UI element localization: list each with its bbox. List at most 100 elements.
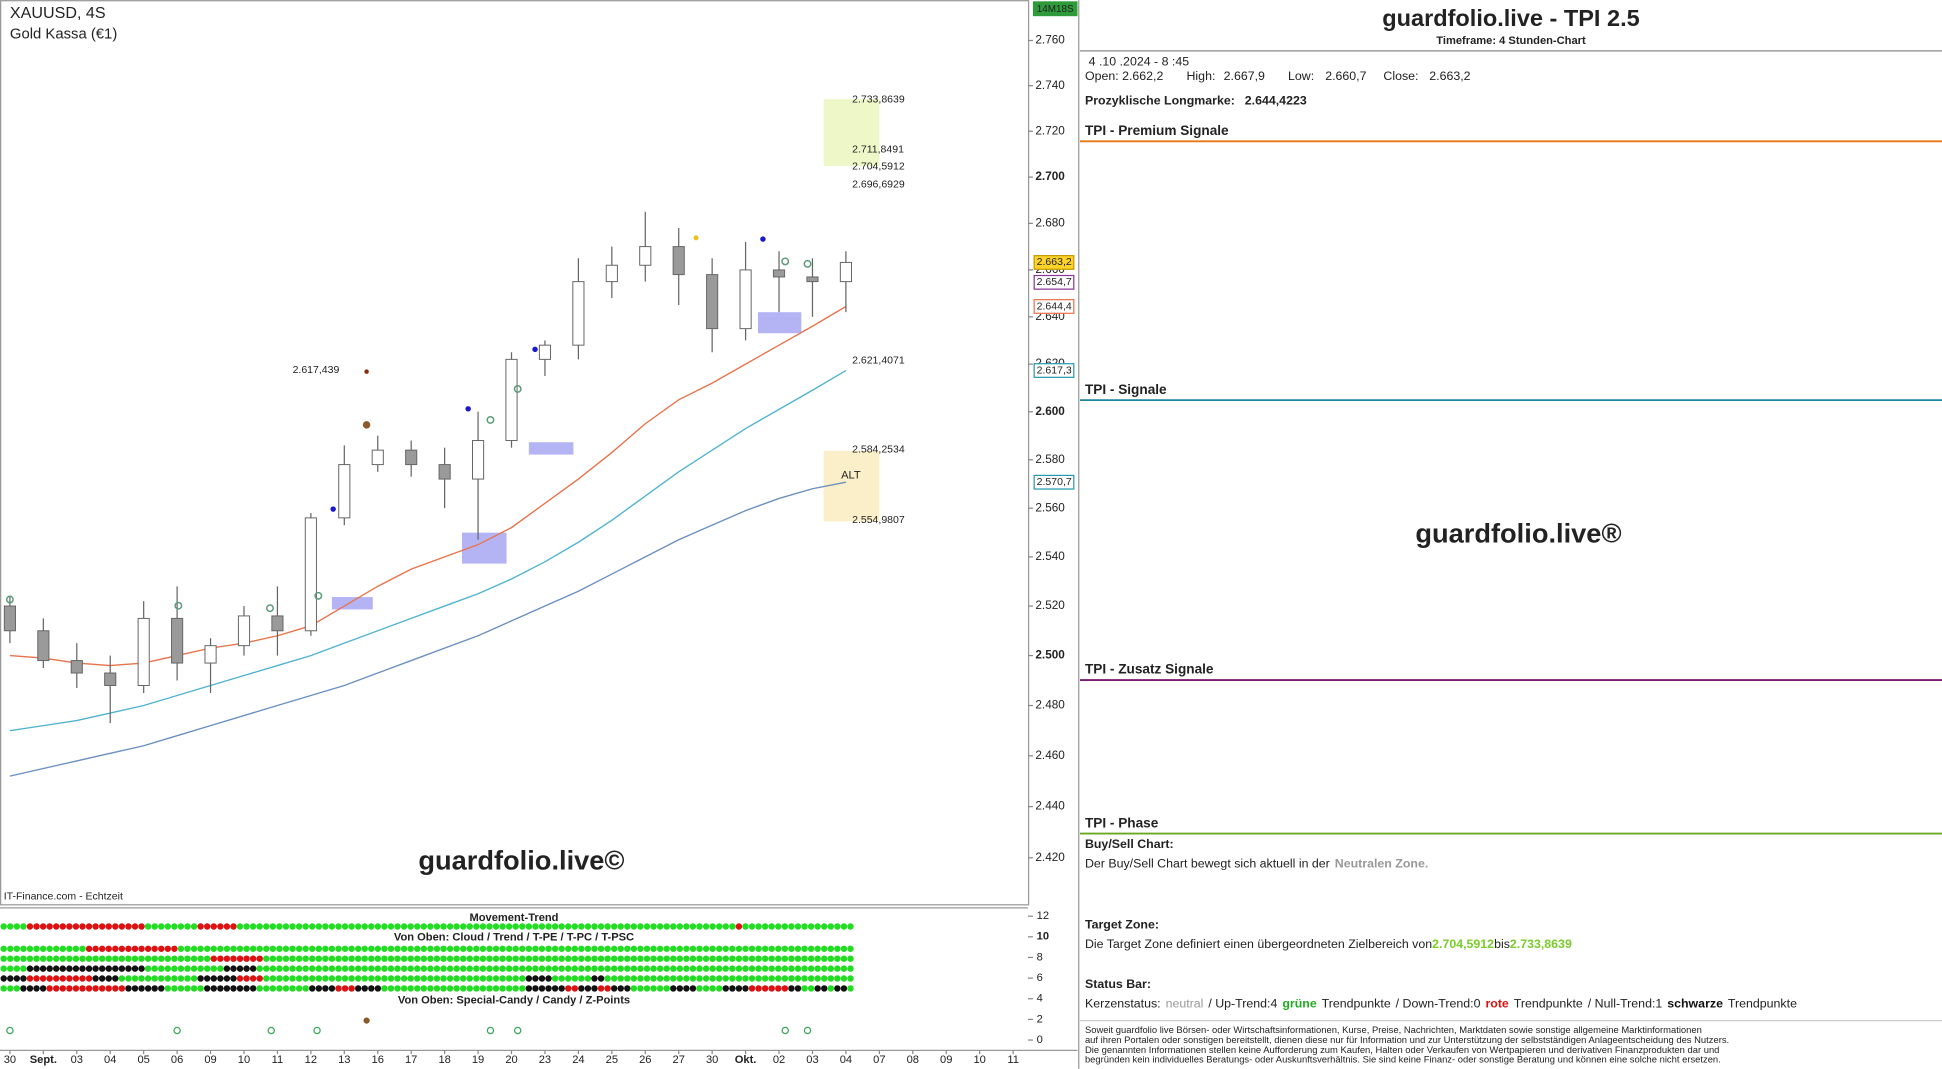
trend-dot [46,945,53,953]
trend-dot [289,985,296,992]
trend-dot [230,923,237,930]
trend-dot [177,955,185,962]
trend-dot [105,955,112,962]
trend-dot [236,985,244,992]
indicator-tick-label: 4 [1037,993,1043,1005]
trend-dot [322,965,329,972]
trend-dot [348,955,355,962]
trend-dot [46,955,53,962]
trend-dot [203,923,211,930]
trend-dot [624,975,631,982]
trend-dot [59,975,67,982]
trend-dot [656,985,664,992]
trend-dot [322,975,329,982]
level-label: 2.733,8639 [852,93,905,105]
trend-dot [768,923,775,930]
candle-body [472,440,485,480]
trend-dot [92,955,99,962]
ohlc: Open: 2.662,2 High: 2.667,9 Low: 2.660,7 Close… [1085,69,1471,83]
trend-dot [315,923,323,930]
y-tick-label: 2.520 [1035,599,1065,612]
trend-dot [565,985,572,992]
trend-dot [381,985,388,992]
trend-dot [289,945,296,953]
trend-dot [217,965,224,972]
x-tick-label: 10 [238,1054,250,1066]
trend-dot [171,965,178,972]
trend-dot [249,955,257,962]
trend-dot [565,965,572,972]
trend-dot [479,923,487,930]
trend-dot [315,975,323,982]
trend-dot [473,923,480,930]
trend-dot [689,975,697,982]
trend-dot [7,955,14,962]
trend-dot [85,923,93,930]
trend-dot [309,985,316,992]
trend-dot [0,945,7,953]
trend-dot [689,955,697,962]
trend-dot [466,923,473,930]
trend-dot [322,923,329,930]
trend-dot [400,965,408,972]
signal-dot [532,346,538,353]
trend-dot [387,985,395,992]
trend-dot [92,945,99,953]
trend-dot [584,985,592,992]
trend-dot [256,955,263,962]
trend-dot [551,923,559,930]
trend-dot [118,923,126,930]
x-tick-label: 10 [973,1054,985,1066]
trend-dot [538,965,546,972]
status-part: Trendpunkte [1514,997,1583,1011]
trend-dot [801,923,808,930]
trend-dot [499,955,506,962]
trend-dot [440,955,447,962]
trend-dot [276,923,283,930]
trend-dot [368,975,375,982]
trend-dot [683,923,690,930]
trend-dot [348,945,355,953]
trend-dot [263,923,270,930]
signal-ring [803,259,812,268]
trend-dot [551,975,559,982]
trend-dot [335,955,342,962]
trend-dot [532,955,539,962]
trend-dot [66,945,73,953]
status-part: Kerzenstatus: [1085,997,1161,1011]
trend-dot [433,975,441,982]
longmarke-label: Prozyklische Longmarke: [1085,94,1235,108]
indicator-title: Movement-Trend [469,912,558,924]
trend-dot [230,985,237,992]
ohlc-value: 2.663,2 [1429,69,1470,83]
trend-dot [39,955,47,962]
trend-dot [847,985,854,992]
y-tick-label: 2.500 [1035,649,1065,662]
trend-dot [374,985,382,992]
target-zone [823,99,880,167]
trend-dot [722,945,729,953]
trend-dot [0,955,7,962]
timeframe: Timeframe: 4 Stunden-Chart [1436,35,1586,47]
trend-dot [105,945,112,953]
x-tick-label: 17 [405,1054,417,1066]
trend-dot [847,955,854,962]
trend-dot [801,985,808,992]
trend-dot [578,923,585,930]
trend-dot [597,955,605,962]
trend-dot [512,923,519,930]
trend-dot [72,985,80,992]
trend-dot [131,923,139,930]
trend-dot [729,955,736,962]
trend-dot [499,923,506,930]
trend-dot [335,985,342,992]
trend-dot [565,923,572,930]
trend-dot [348,975,355,982]
trend-dot [394,985,401,992]
trend-dot [203,945,211,953]
trend-dot [630,923,638,930]
trend-dot [131,945,139,953]
trend-dot [814,985,821,992]
trend-dot [164,985,172,992]
